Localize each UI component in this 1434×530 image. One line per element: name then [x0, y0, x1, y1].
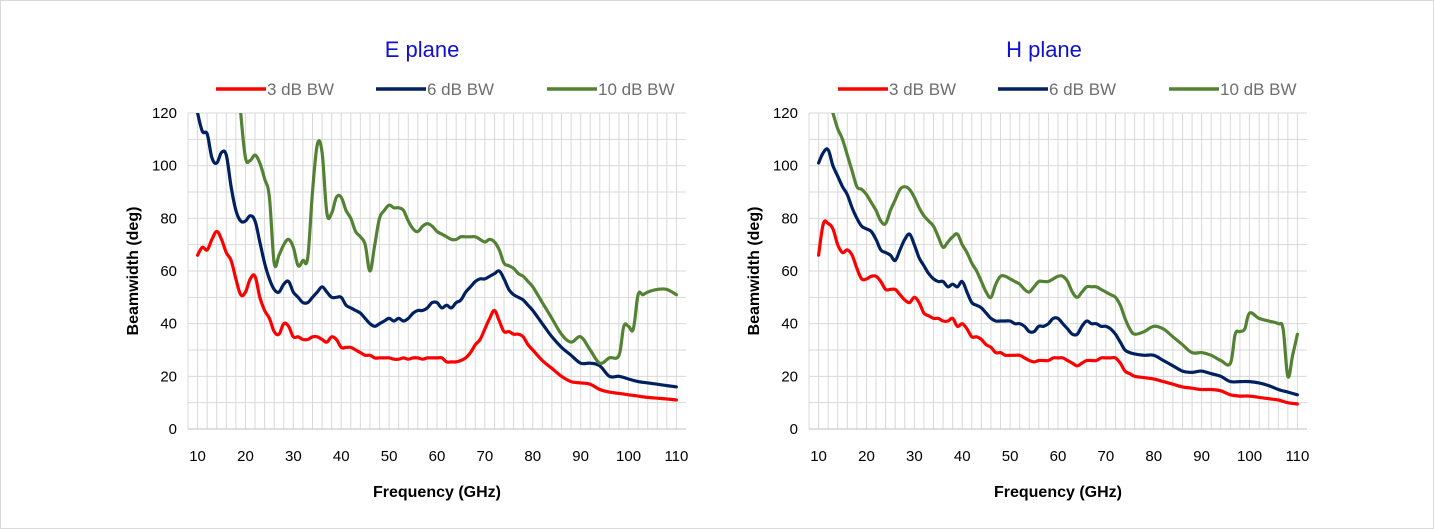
y-tick-label: 60 [160, 263, 177, 280]
e-plane-chart: 10 20 30 40 50 60 70 80 90 100 110 0 20 40 60 80 100 120 F… [125, 37, 688, 501]
series-line [196, 113, 678, 389]
legend-label: 10 dB BW [1220, 80, 1297, 99]
series-line [817, 219, 1299, 406]
x-axis-title: Frequency (GHz) [373, 484, 501, 501]
legend-label: 3 dB BW [267, 80, 334, 99]
x-axis-title: Frequency (GHz) [994, 484, 1122, 501]
x-tick-label: 50 [381, 448, 398, 465]
chart-title: E plane [385, 37, 460, 62]
gridlines [187, 112, 686, 429]
legend-label: 6 dB BW [427, 80, 494, 99]
series-line [831, 113, 1299, 379]
x-tick-label: 30 [285, 448, 302, 465]
y-tick-label: 0 [790, 421, 798, 438]
y-tick-label: 80 [160, 210, 177, 227]
gridlines [808, 112, 1307, 429]
y-tick-label: 20 [160, 368, 177, 385]
x-tick-label: 90 [1193, 448, 1210, 465]
x-tick-label: 100 [616, 448, 641, 465]
y-tick-label: 0 [169, 421, 177, 438]
x-tick-label: 110 [1285, 448, 1309, 465]
legend-label: 3 dB BW [889, 80, 956, 99]
x-tick-label: 10 [810, 448, 827, 465]
y-tick-label: 20 [781, 368, 798, 385]
x-tick-label: 20 [237, 448, 254, 465]
x-tick-label: 90 [572, 448, 589, 465]
y-tick-label: 100 [152, 158, 177, 175]
series-group [817, 113, 1299, 406]
x-tick-label: 80 [1145, 448, 1162, 465]
x-tick-label: 30 [906, 448, 923, 465]
chart-title: H plane [1006, 37, 1082, 62]
x-tick-label: 100 [1237, 448, 1262, 465]
y-tick-label: 40 [160, 316, 177, 333]
x-tick-label: 10 [189, 448, 206, 465]
x-tick-label: 20 [858, 448, 875, 465]
series-line [239, 113, 678, 366]
x-tick-label: 60 [1050, 448, 1067, 465]
x-tick-label: 60 [429, 448, 446, 465]
x-tick-label: 70 [1098, 448, 1115, 465]
y-axis-title: Beamwidth (deg) [125, 207, 142, 336]
x-tick-label: 40 [333, 448, 350, 465]
y-tick-label: 80 [781, 210, 798, 227]
y-axis-title: Beamwidth (deg) [746, 207, 763, 336]
y-tick-label: 40 [781, 316, 798, 333]
legend-label: 6 dB BW [1049, 80, 1116, 99]
y-tick-label: 100 [773, 158, 798, 175]
x-tick-label: 70 [477, 448, 494, 465]
series-line [817, 147, 1299, 397]
y-tick-label: 120 [152, 105, 177, 122]
x-tick-label: 110 [664, 448, 688, 465]
series-line [196, 229, 678, 402]
x-tick-label: 40 [954, 448, 971, 465]
x-tick-label: 80 [524, 448, 541, 465]
h-plane-chart: 10 20 30 40 50 60 70 80 90 100 110 0 20 40 60 80 100 120 F… [746, 37, 1309, 501]
x-tick-label: 50 [1002, 448, 1019, 465]
y-tick-label: 120 [773, 105, 798, 122]
series-group [196, 113, 678, 402]
y-tick-label: 60 [781, 263, 798, 280]
legend-label: 10 dB BW [598, 80, 675, 99]
